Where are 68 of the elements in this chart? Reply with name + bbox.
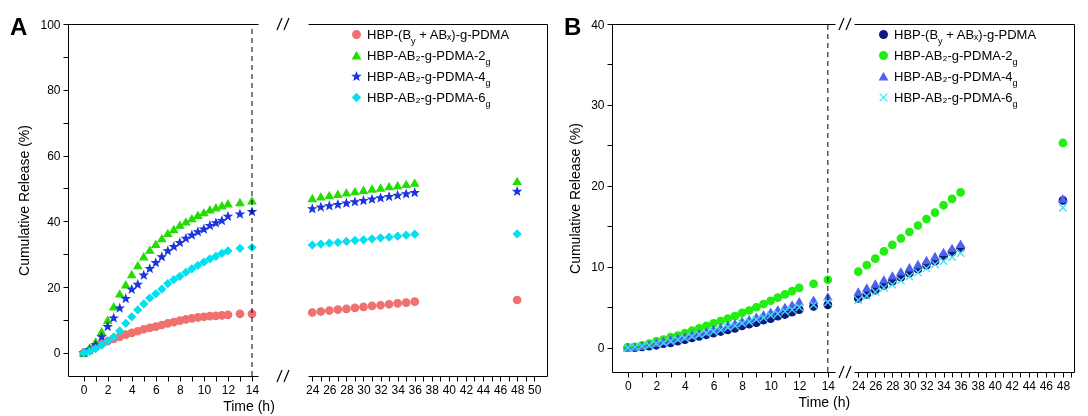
chart-title: B <box>564 13 582 40</box>
x-tick-label: 40 <box>442 382 457 397</box>
legend-label: HBP-(B$_{y}$ + ABₓ)-g-PDMA <box>367 26 510 46</box>
x-tick-label: 28 <box>340 382 354 397</box>
y-tick-label: 30 <box>591 98 605 113</box>
x-tick-label: 34 <box>391 382 406 397</box>
x-tick-label: 14 <box>821 378 836 393</box>
x-tick-label: 48 <box>510 382 525 397</box>
x-tick-label: 40 <box>988 378 1003 393</box>
legend-label: HBP-AB₂-g-PDMA-6$_{g}$ <box>367 89 491 109</box>
x-tick-label: 38 <box>971 378 986 393</box>
x-tick-label: 0 <box>80 382 88 397</box>
x-tick-label: 12 <box>793 378 807 393</box>
x-tick-label: 46 <box>1039 378 1054 393</box>
x-tick-label: 6 <box>710 378 718 393</box>
x-tick-label: 14 <box>245 382 260 397</box>
x-tick-label: 0 <box>624 378 632 393</box>
x-tick-label: 30 <box>903 378 917 393</box>
x-tick-label: 2 <box>104 382 112 397</box>
legend-label: HBP-AB₂-g-PDMA-2$_{g}$ <box>367 47 491 67</box>
x-tick-label: 32 <box>920 378 934 393</box>
x-tick-label: 24 <box>306 382 320 397</box>
x-tick-label: 48 <box>1056 378 1071 393</box>
y-tick-label: 100 <box>40 17 61 32</box>
legend-label: HBP-(B$_{y}$ + ABₓ)-g-PDMA <box>894 26 1037 46</box>
x-tick-label: 38 <box>425 382 440 397</box>
legend-label: HBP-AB₂-g-PDMA-2$_{g}$ <box>894 47 1018 67</box>
x-tick-label: 46 <box>493 382 508 397</box>
x-tick-label: 28 <box>886 378 900 393</box>
y-tick-label: 60 <box>47 149 61 164</box>
x-axis-title: Time (h) <box>798 393 851 410</box>
legend-label: HBP-AB₂-g-PDMA-4$_{g}$ <box>894 68 1018 88</box>
x-tick-label: 2 <box>653 378 661 393</box>
x-tick-label: 26 <box>869 378 883 393</box>
x-tick-label: 4 <box>128 382 136 397</box>
x-tick-label: 34 <box>937 378 952 393</box>
x-tick-label: 44 <box>476 382 491 397</box>
x-tick-label: 36 <box>408 382 423 397</box>
x-tick-label: 4 <box>682 378 690 393</box>
x-tick-label: 50 <box>528 382 542 397</box>
x-tick-label: 42 <box>459 382 474 397</box>
x-tick-label: 10 <box>197 382 212 397</box>
y-axis-title: Cumulative Release (%) <box>567 123 584 274</box>
y-tick-label: 40 <box>591 17 605 32</box>
x-tick-label: 24 <box>852 378 866 393</box>
x-tick-label: 10 <box>764 378 779 393</box>
y-tick-label: 0 <box>597 341 605 356</box>
y-tick-label: 20 <box>47 280 61 295</box>
chart-title: A <box>10 13 28 40</box>
legend-label: HBP-AB₂-g-PDMA-6$_{g}$ <box>894 89 1018 109</box>
x-tick-label: 8 <box>176 382 184 397</box>
x-tick-label: 44 <box>1022 378 1037 393</box>
y-tick-label: 20 <box>591 179 605 194</box>
x-tick-label: 12 <box>221 382 236 397</box>
x-tick-label: 42 <box>1005 378 1020 393</box>
legend-label: HBP-AB₂-g-PDMA-4$_{g}$ <box>367 68 491 88</box>
x-tick-label: 26 <box>323 382 337 397</box>
x-tick-label: 6 <box>152 382 160 397</box>
x-tick-label: 30 <box>357 382 371 397</box>
y-tick-label: 80 <box>47 83 61 98</box>
x-tick-label: 8 <box>739 378 747 393</box>
y-axis-title: Cumulative Release (%) <box>16 125 33 276</box>
x-tick-label: 36 <box>954 378 969 393</box>
y-tick-label: 40 <box>47 214 61 229</box>
y-tick-label: 0 <box>53 346 61 361</box>
x-axis-title: Time (h) <box>223 397 275 414</box>
x-tick-label: 32 <box>374 382 389 397</box>
y-tick-label: 10 <box>591 260 605 275</box>
